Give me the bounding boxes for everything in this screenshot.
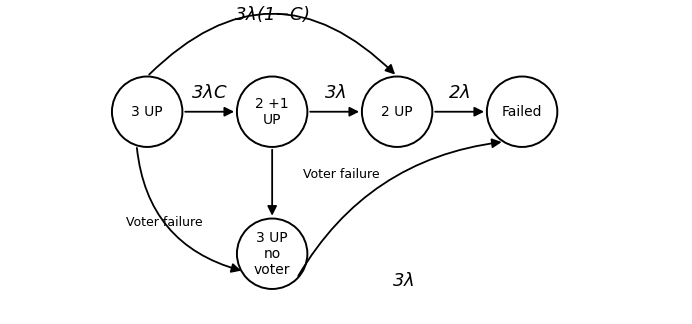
Text: Failed: Failed (502, 105, 543, 119)
Text: Voter failure: Voter failure (303, 168, 380, 181)
Text: 3 UP
no
voter: 3 UP no voter (254, 231, 291, 277)
Text: 2 UP: 2 UP (381, 105, 413, 119)
Text: 2$\lambda$: 2$\lambda$ (448, 84, 471, 101)
Text: 3 UP: 3 UP (131, 105, 163, 119)
Text: 3$\lambda$C: 3$\lambda$C (192, 84, 228, 101)
Text: 3$\lambda$: 3$\lambda$ (392, 272, 414, 290)
Text: 3$\lambda$(1$-$C): 3$\lambda$(1$-$C) (235, 4, 310, 24)
Text: 2 +1
UP: 2 +1 UP (255, 97, 289, 127)
Text: 3$\lambda$: 3$\lambda$ (324, 84, 346, 101)
Text: Voter failure: Voter failure (125, 216, 202, 229)
